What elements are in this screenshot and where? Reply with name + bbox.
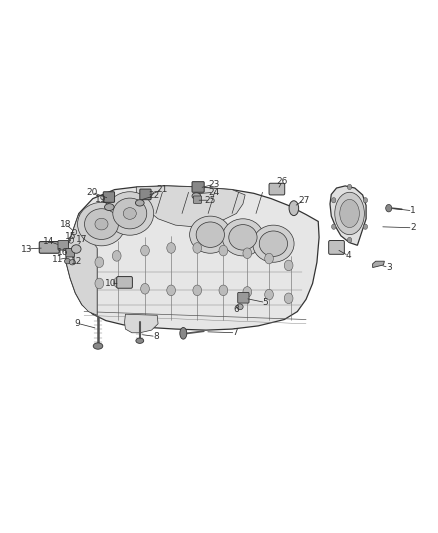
Text: 6: 6 <box>233 305 239 314</box>
Circle shape <box>363 224 367 229</box>
Ellipse shape <box>113 198 147 229</box>
Text: 18: 18 <box>60 220 71 229</box>
FancyBboxPatch shape <box>58 240 68 250</box>
Text: 9: 9 <box>74 319 80 328</box>
Text: 27: 27 <box>298 196 310 205</box>
Text: 11: 11 <box>52 255 64 264</box>
Ellipse shape <box>340 199 359 228</box>
Circle shape <box>243 248 252 259</box>
Ellipse shape <box>253 225 294 262</box>
Text: 10: 10 <box>105 279 117 288</box>
Text: 7: 7 <box>233 328 238 337</box>
Text: 25: 25 <box>205 196 216 205</box>
Ellipse shape <box>85 209 118 239</box>
FancyBboxPatch shape <box>103 192 115 203</box>
Circle shape <box>265 289 273 300</box>
Circle shape <box>284 260 293 271</box>
Circle shape <box>113 251 121 261</box>
Text: 21: 21 <box>157 185 168 194</box>
Ellipse shape <box>69 260 75 265</box>
FancyBboxPatch shape <box>39 241 59 253</box>
Text: 26: 26 <box>276 177 288 186</box>
Polygon shape <box>373 261 385 268</box>
Ellipse shape <box>190 216 231 253</box>
Circle shape <box>386 205 392 212</box>
Polygon shape <box>136 186 245 227</box>
Circle shape <box>219 245 228 256</box>
Circle shape <box>95 257 104 268</box>
Ellipse shape <box>335 192 364 235</box>
Polygon shape <box>330 186 366 245</box>
Ellipse shape <box>192 193 201 199</box>
FancyBboxPatch shape <box>269 183 285 195</box>
Circle shape <box>363 198 367 203</box>
Ellipse shape <box>78 203 125 246</box>
Text: 15: 15 <box>65 232 77 241</box>
Circle shape <box>114 277 122 288</box>
FancyBboxPatch shape <box>328 240 344 254</box>
Ellipse shape <box>123 208 136 219</box>
Polygon shape <box>124 314 158 333</box>
FancyBboxPatch shape <box>238 293 249 303</box>
Ellipse shape <box>95 218 108 230</box>
Text: 1: 1 <box>410 206 416 215</box>
Circle shape <box>332 224 336 229</box>
Circle shape <box>141 284 149 294</box>
Circle shape <box>193 285 201 296</box>
FancyBboxPatch shape <box>66 248 74 257</box>
Circle shape <box>284 293 293 304</box>
Ellipse shape <box>237 304 243 310</box>
Circle shape <box>167 285 176 296</box>
Circle shape <box>167 243 176 253</box>
Ellipse shape <box>289 201 299 216</box>
Circle shape <box>347 237 352 243</box>
Text: 5: 5 <box>263 298 268 307</box>
Text: 20: 20 <box>86 188 98 197</box>
Ellipse shape <box>93 343 103 349</box>
Ellipse shape <box>135 200 144 206</box>
Text: 2: 2 <box>410 223 416 232</box>
FancyBboxPatch shape <box>193 196 201 204</box>
Text: 12: 12 <box>71 257 82 265</box>
Ellipse shape <box>105 204 114 211</box>
Ellipse shape <box>229 224 257 250</box>
Ellipse shape <box>136 338 144 343</box>
Ellipse shape <box>106 192 154 235</box>
Circle shape <box>219 285 228 296</box>
Text: 19: 19 <box>95 195 106 204</box>
Text: 17: 17 <box>76 236 88 245</box>
Ellipse shape <box>71 245 81 253</box>
Circle shape <box>95 278 104 289</box>
Polygon shape <box>66 186 319 330</box>
Ellipse shape <box>64 259 71 264</box>
Circle shape <box>141 245 149 256</box>
Text: 16: 16 <box>57 248 68 257</box>
Ellipse shape <box>180 327 187 339</box>
Ellipse shape <box>222 219 264 256</box>
Ellipse shape <box>259 231 288 256</box>
Text: 8: 8 <box>153 332 159 341</box>
Polygon shape <box>66 214 97 316</box>
Text: 23: 23 <box>208 180 219 189</box>
Text: 24: 24 <box>208 188 219 197</box>
Text: 3: 3 <box>386 263 392 272</box>
Text: 4: 4 <box>346 252 352 261</box>
FancyBboxPatch shape <box>117 277 132 288</box>
Text: 13: 13 <box>21 245 32 254</box>
Circle shape <box>347 184 352 190</box>
FancyBboxPatch shape <box>140 189 151 200</box>
Circle shape <box>243 287 252 297</box>
Circle shape <box>265 253 273 264</box>
Text: 14: 14 <box>43 237 54 246</box>
Circle shape <box>332 198 336 203</box>
Circle shape <box>193 243 201 253</box>
Ellipse shape <box>196 222 224 247</box>
Text: 22: 22 <box>148 191 159 200</box>
FancyBboxPatch shape <box>192 182 204 192</box>
